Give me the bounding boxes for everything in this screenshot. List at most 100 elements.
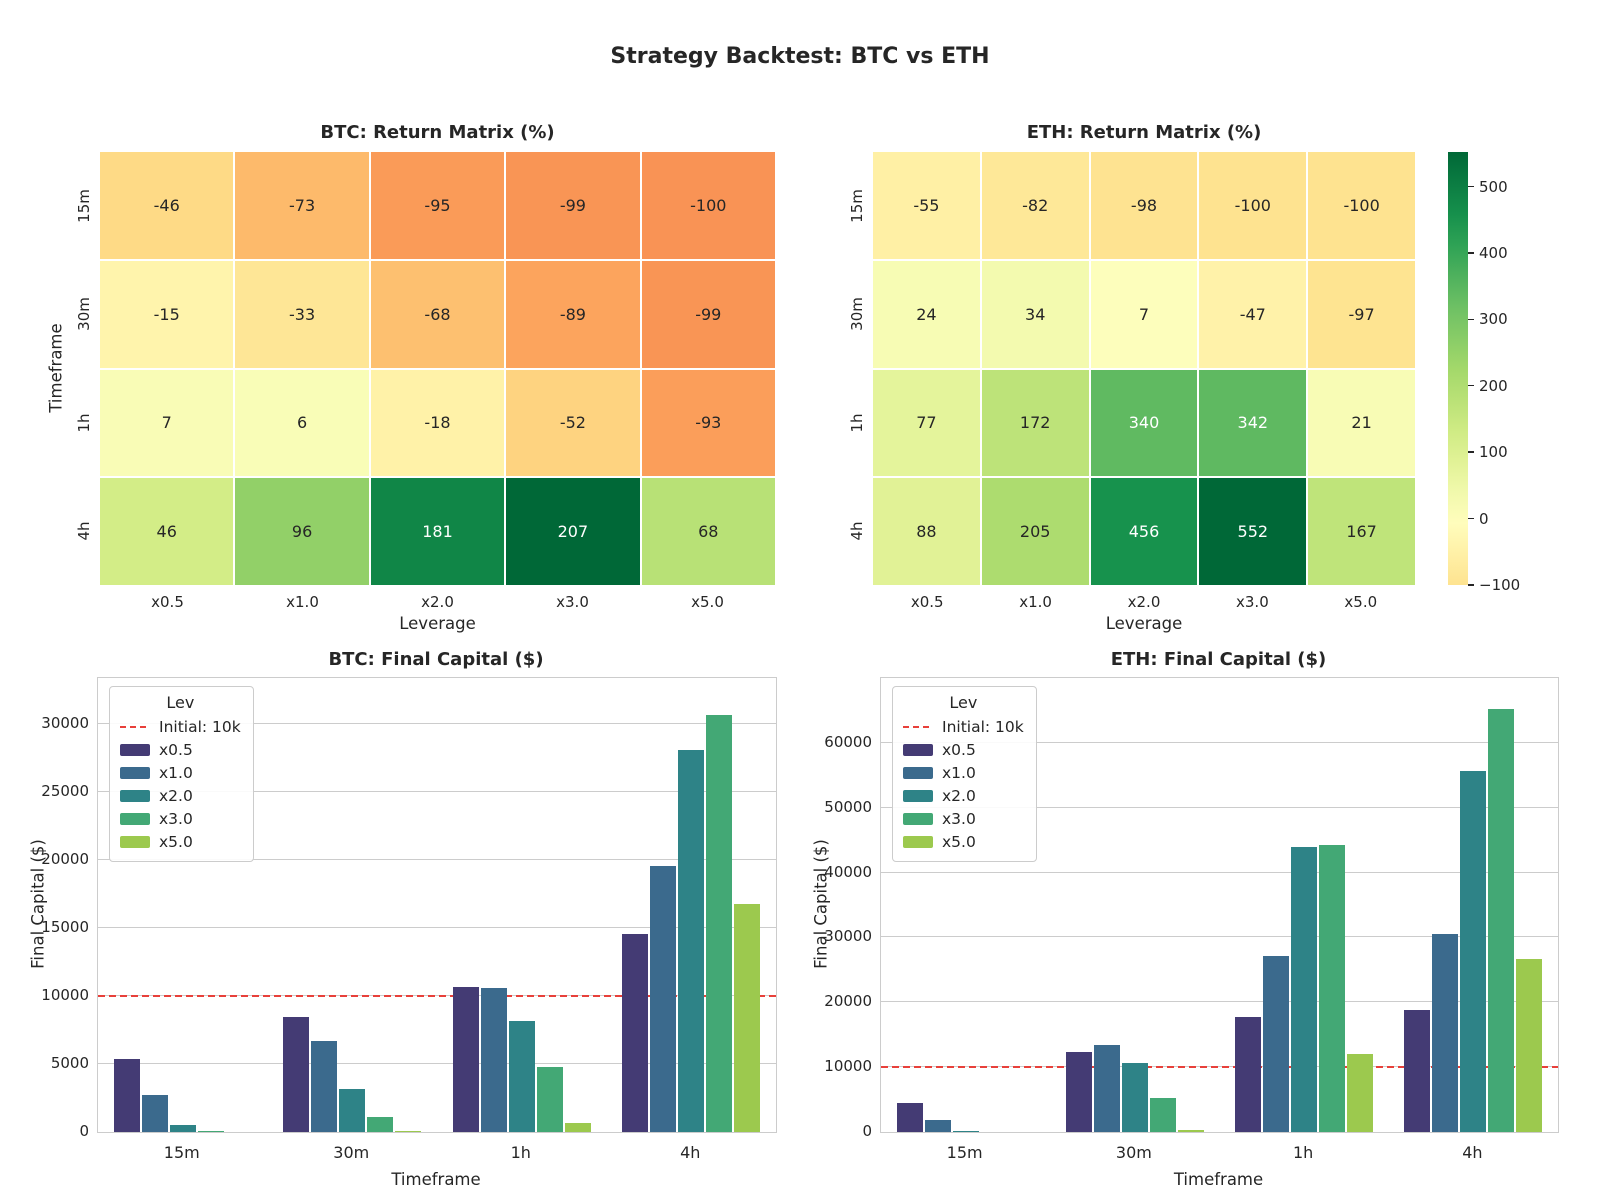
btc-bars-legend: Lev Initial: 10k x0.5 x1.0 x2.0 x3.0 x5.0 bbox=[109, 686, 254, 862]
eth-bars-group-15m bbox=[896, 678, 1035, 1132]
eth-bars-bar-x1.0 bbox=[1263, 955, 1290, 1132]
btc-heatmap-xtick: x0.5 bbox=[151, 593, 184, 611]
btc-bars-ytick: 20000 bbox=[41, 850, 89, 869]
btc-bars-bar-x1.0 bbox=[480, 987, 507, 1132]
color-swatch bbox=[120, 743, 150, 756]
eth-heatmap-cell: 88 bbox=[873, 478, 980, 585]
btc-heatmap-cell: -15 bbox=[100, 260, 234, 368]
eth-heatmap-cell: 340 bbox=[1090, 369, 1198, 477]
btc-heatmap-cell: -95 bbox=[370, 152, 505, 259]
btc-bars-group-1h bbox=[452, 678, 591, 1132]
btc-bars-gridline bbox=[98, 791, 776, 793]
btc-bars-bar-x0.5 bbox=[452, 986, 479, 1132]
color-swatch bbox=[120, 835, 150, 848]
eth-bars-legend-item-x1.0: x1.0 bbox=[903, 761, 1024, 784]
eth-bars-bar-x0.5 bbox=[1235, 1017, 1262, 1132]
eth-bars-bar-x5.0 bbox=[1177, 1130, 1204, 1132]
btc-bars-group-4h bbox=[622, 678, 761, 1132]
eth-bars-ytick: 30000 bbox=[824, 927, 872, 946]
eth-bars-bar-x2.0 bbox=[1291, 846, 1318, 1132]
btc-bars-title: BTC: Final Capital ($) bbox=[328, 649, 544, 670]
eth-bars-bar-x0.5 bbox=[1404, 1010, 1431, 1132]
btc-bars-initial-capital-line bbox=[98, 995, 776, 998]
btc-heatmap-cell: -89 bbox=[506, 260, 640, 368]
colorbar-tick-mark bbox=[1468, 584, 1474, 586]
btc-bars-gridline bbox=[98, 723, 776, 725]
colorbar-tick-mark bbox=[1468, 252, 1474, 254]
eth-bars-initial-capital-line bbox=[881, 1066, 1558, 1069]
eth-bars-group-4h bbox=[1404, 678, 1543, 1132]
btc-bars-legend-item-x2.0: x2.0 bbox=[120, 784, 241, 807]
btc-bars-legend-item-initial: Initial: 10k bbox=[120, 715, 241, 738]
eth-bars-title: ETH: Final Capital ($) bbox=[1110, 649, 1327, 670]
eth-bars-bar-x0.5 bbox=[1065, 1051, 1092, 1132]
colorbar-tick-label: 0 bbox=[1479, 509, 1489, 528]
btc-bars-xtick: 4h bbox=[680, 1143, 701, 1162]
btc-heatmap-cell: -33 bbox=[235, 260, 369, 368]
eth-heatmap-cell: 24 bbox=[873, 260, 980, 368]
btc-bars-gridline bbox=[98, 927, 776, 929]
btc-bars-gridline bbox=[98, 1063, 776, 1065]
eth-bars-xtick: 1h bbox=[1292, 1143, 1314, 1162]
eth-heatmap-xtick: x5.0 bbox=[1344, 593, 1378, 611]
eth-bars-legend-label: x1.0 bbox=[942, 763, 976, 782]
btc-heatmap-cell: -52 bbox=[506, 369, 640, 477]
btc-bars-ytick: 5000 bbox=[50, 1054, 89, 1073]
eth-bars-gridline bbox=[881, 936, 1558, 938]
btc-bars-ytick: 10000 bbox=[41, 986, 89, 1005]
colorbar-tick-label: 500 bbox=[1479, 177, 1508, 196]
colorbar-tick-mark bbox=[1468, 517, 1474, 520]
btc-bars-bar-x5.0 bbox=[734, 903, 761, 1132]
btc-heatmap-xlabel: Leverage bbox=[399, 614, 476, 633]
color-swatch bbox=[120, 766, 150, 779]
eth-bars-legend-item-initial: Initial: 10k bbox=[903, 715, 1024, 738]
eth-bars-xtick: 15m bbox=[946, 1143, 983, 1162]
eth-heatmap-cell: 34 bbox=[981, 260, 1089, 368]
color-swatch bbox=[120, 812, 150, 825]
btc-bars-bar-x2.0 bbox=[508, 1020, 535, 1132]
eth-heatmap-cell: 342 bbox=[1199, 369, 1307, 477]
colorbar-tick-label: 300 bbox=[1479, 310, 1508, 329]
btc-heatmap-cell: 46 bbox=[100, 478, 234, 585]
btc-bars-ytick: 25000 bbox=[41, 782, 89, 801]
btc-bars-bar-x2.0 bbox=[169, 1125, 196, 1132]
eth-heatmap-cell: 21 bbox=[1308, 369, 1415, 477]
btc-bars-group-15m bbox=[113, 678, 252, 1132]
btc-heatmap-title: BTC: Return Matrix (%) bbox=[320, 122, 555, 143]
eth-bars-ytick: 50000 bbox=[824, 797, 872, 816]
eth-bars-gridline bbox=[881, 741, 1558, 743]
btc-bars-legend-label: x2.0 bbox=[159, 786, 193, 805]
color-swatch bbox=[903, 766, 933, 779]
eth-bars-group-1h bbox=[1235, 678, 1374, 1132]
btc-bars-gridline bbox=[98, 859, 776, 861]
btc-bars-bar-x1.0 bbox=[141, 1095, 168, 1132]
eth-heatmap-xtick: x0.5 bbox=[910, 593, 944, 611]
eth-bars-legend-label: x2.0 bbox=[942, 786, 976, 805]
eth-bars-ytick: 20000 bbox=[824, 992, 872, 1011]
eth-bars-bar-x5.0 bbox=[1516, 958, 1543, 1132]
eth-bars-ytick: 0 bbox=[862, 1122, 872, 1140]
colorbar-tick-mark bbox=[1468, 385, 1474, 387]
eth-bars-legend-item-x2.0: x2.0 bbox=[903, 784, 1024, 807]
eth-bars-bar-x2.0 bbox=[1460, 771, 1487, 1132]
color-swatch bbox=[903, 812, 933, 825]
colorbar-tick-mark bbox=[1468, 185, 1474, 188]
btc-heatmap-cell: -68 bbox=[370, 260, 505, 368]
eth-heatmap-cell: -47 bbox=[1199, 260, 1307, 368]
btc-bars-bar-x5.0 bbox=[395, 1130, 422, 1132]
eth-heatmap-cell: 77 bbox=[873, 369, 980, 477]
btc-heatmap-cell: 6 bbox=[235, 369, 369, 477]
eth-heatmap-cell: 456 bbox=[1090, 478, 1198, 585]
color-swatch bbox=[120, 789, 150, 802]
btc-bars-plot bbox=[97, 677, 777, 1133]
btc-bars-bar-x1.0 bbox=[311, 1040, 338, 1132]
eth-bars-bar-x5.0 bbox=[1347, 1053, 1374, 1132]
eth-bars-ytick: 40000 bbox=[824, 862, 872, 881]
eth-heatmap-xlabel: Leverage bbox=[1105, 614, 1183, 633]
eth-bars-legend: Lev Initial: 10k x0.5 x1.0 x2.0 x3.0 x5.0 bbox=[892, 686, 1037, 862]
btc-heatmap-xtick: x5.0 bbox=[691, 593, 724, 611]
btc-heatmap-cell: -99 bbox=[506, 152, 640, 259]
eth-heatmap-title: ETH: Return Matrix (%) bbox=[1026, 122, 1262, 143]
btc-bars-group-30m bbox=[283, 678, 422, 1132]
eth-bars-legend-label: x5.0 bbox=[942, 832, 976, 851]
